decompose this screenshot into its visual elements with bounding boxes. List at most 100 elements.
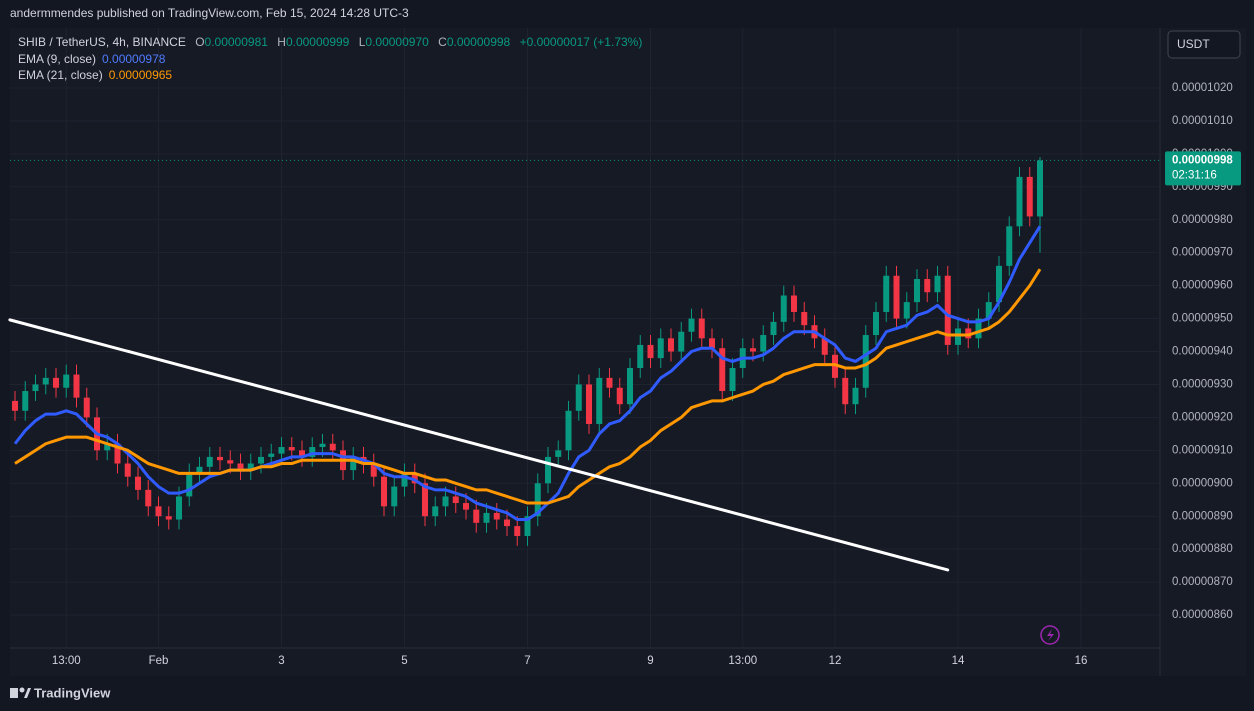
candle-body [53,377,59,388]
ema-line [14,268,1042,505]
candle-body [719,348,726,392]
y-tick-label: 0.00000980 [1172,214,1233,226]
candle-body [944,275,951,345]
y-tick-label: 0.00000910 [1172,444,1233,456]
price-tag-price: 0.00000998 [1172,154,1233,166]
y-tick-label: 0.00000940 [1172,346,1233,358]
candle-body [832,354,838,378]
logo-part [19,687,25,693]
candle-body [32,384,39,392]
candle-body [227,460,234,464]
x-tick-label: Feb [149,655,169,667]
logo-part [10,688,18,698]
ohlc-value: 0.00000981 [204,35,268,49]
x-tick-label: 5 [401,655,407,667]
candle-body [985,302,992,319]
candle-body [698,318,705,339]
candle-body [780,295,787,322]
y-tick-label: 0.00000950 [1172,313,1233,325]
logo-part [24,688,31,698]
candle-body [186,473,193,497]
ohlc-value: 0.00000998 [446,35,511,49]
candle-body [709,338,715,349]
price-tag-countdown: 02:31:16 [1172,169,1217,181]
y-tick-label: 0.00000870 [1172,576,1233,588]
candle-body [104,443,111,451]
candle-body [165,516,172,520]
y-tick-label: 0.00000860 [1172,609,1233,621]
candle-body [42,377,49,385]
candle-body [278,447,285,454]
candle-body [914,279,920,303]
indicator-name: EMA (9, close) [18,52,97,66]
candle-body [862,335,869,388]
brand-name: TradingView [34,685,111,700]
candle-body [555,450,562,457]
candle-body [196,466,203,474]
x-tick-label: 14 [952,655,965,667]
currency-button-label[interactable]: USDT [1177,37,1210,51]
candle-body [616,387,623,405]
indicator-value: 0.00000965 [108,68,173,82]
candle-body [750,348,756,352]
candle-body [606,377,613,388]
candle-body [729,367,736,392]
candle-body [247,463,254,471]
price-tag [1165,151,1241,186]
candle-body [821,338,828,355]
candle-body [22,391,29,411]
currency-button[interactable] [1167,30,1241,59]
candle-body [12,400,18,411]
candle-body [842,377,849,405]
candle-body [63,374,70,388]
y-tick-label: 0.00000970 [1172,247,1233,259]
candle-body [432,506,439,517]
alert-icon-ring[interactable] [1040,625,1060,645]
candle-body [114,443,121,464]
candle-body [422,483,428,517]
candle-body [217,456,223,461]
candle-body [124,463,131,477]
candle-body [83,397,90,418]
indicator-value: 0.00000978 [102,52,166,66]
x-tick-label: 16 [1075,655,1088,667]
candle-body [647,344,654,359]
indicator-legend-row: EMA (21, close) 0.00000965 [18,68,172,82]
candle-body [463,503,469,510]
candle-body [688,318,695,332]
candle-body [955,328,961,345]
candle-body [299,450,305,457]
candle-body [350,456,357,471]
alert-icon-bolt[interactable] [1047,629,1054,641]
candle-body [975,318,982,339]
x-tick-label: 12 [829,655,842,667]
candle-body [965,328,972,339]
candle-body [596,377,603,424]
candle-body [1026,176,1033,217]
candle-body [391,486,398,507]
candle-body [258,456,264,464]
y-tick-label: 0.00000960 [1172,280,1233,292]
candle-body [493,512,500,520]
candle-body [575,384,582,411]
ohlc-value: 0.00000999 [285,35,350,49]
candle-body [155,506,162,517]
y-tick-label: 0.00000900 [1172,477,1233,489]
candle-body [924,279,931,293]
candle-body [401,473,408,487]
candle-body [873,311,879,336]
candle-body [145,489,152,507]
y-tick-label: 0.00001020 [1172,82,1233,94]
candle-body [565,410,572,451]
y-tick-label: 0.00000930 [1172,378,1233,390]
x-tick-label: 3 [278,655,284,667]
legend-symbol-row: SHIB / TetherUS, 4h, BINANCE O0.00000981… [18,35,642,49]
candle-body [770,321,777,336]
candle-body [319,443,326,448]
indicator-legend-row: EMA (9, close) 0.00000978 [18,52,165,66]
candle-body [504,519,510,527]
candle-body [370,463,377,477]
alert-icon[interactable] [1040,625,1060,645]
